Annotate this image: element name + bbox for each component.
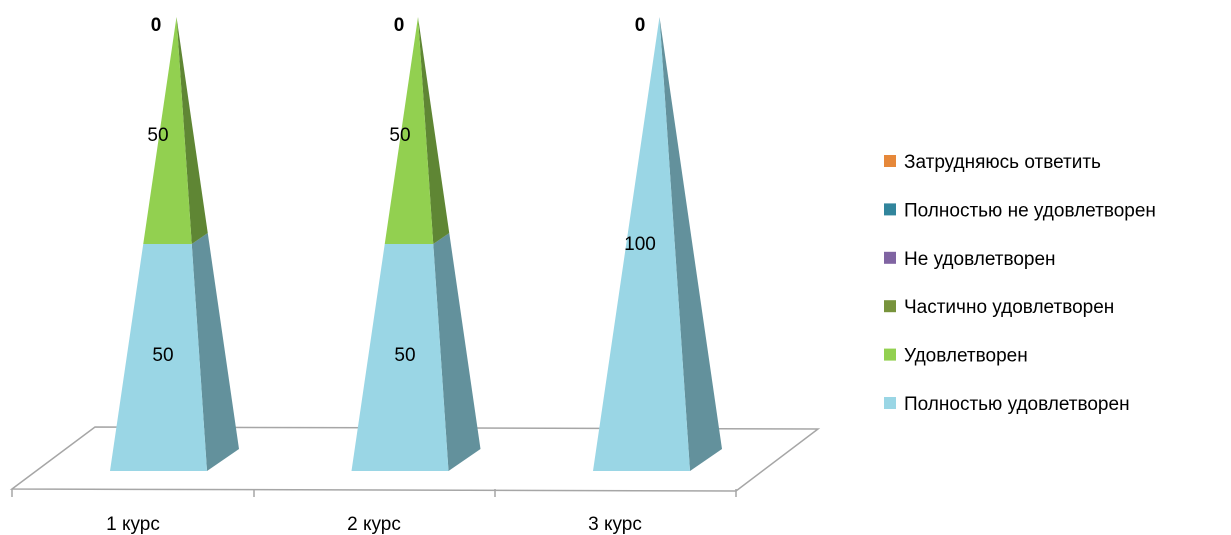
data-label: 0 <box>635 15 646 36</box>
legend-label: Частично удовлетворен <box>904 297 1114 318</box>
pyramid-2-курс <box>351 17 481 471</box>
data-label: 0 <box>151 15 162 36</box>
pyramid-1-курс <box>110 17 239 471</box>
legend-label: Полностью удовлетворен <box>904 394 1130 415</box>
legend-label: Полностью не удовлетворен <box>904 200 1156 221</box>
legend-swatch <box>884 251 896 264</box>
pyramid-segment-полностью-удовлетворен <box>351 244 449 471</box>
pyramid-segment-полностью-удовлетворен <box>110 244 207 471</box>
legend-label: Затрудняюсь ответить <box>904 152 1101 173</box>
legend-item-затрудняюсь-ответить: Затрудняюсь ответить <box>884 152 1101 173</box>
pyramid-segment-удовлетворен <box>384 17 434 244</box>
pyramid-segment-полностью-удовлетворен <box>593 17 690 471</box>
category-axis: 1 курс 2 курс 3 курс <box>11 489 737 535</box>
legend-swatch <box>884 300 896 313</box>
pyramid-segment-side <box>176 17 208 244</box>
pyramid-segment-side <box>659 17 722 471</box>
category-label: 3 курс <box>588 514 642 535</box>
pyramid-3-курс <box>593 17 722 471</box>
data-label: 50 <box>152 345 173 366</box>
legend: Затрудняюсь ответить Полностью не удовлет… <box>884 152 1156 415</box>
pyramid-segment-удовлетворен <box>143 17 192 244</box>
data-label: 0 <box>394 15 405 36</box>
data-label: 100 <box>624 234 656 255</box>
legend-item-частично-удовлетворен: Частично удовлетворен <box>884 297 1114 318</box>
pyramid-segment-side <box>191 233 239 471</box>
legend-item-полностью-не-удовлетворен: Полностью не удовлетворен <box>884 200 1156 221</box>
legend-item-не-удовлетворен: Не удовлетворен <box>884 249 1056 270</box>
category-label: 2 курс <box>347 514 401 535</box>
legend-label: Удовлетворен <box>904 346 1028 367</box>
legend-item-удовлетворен: Удовлетворен <box>884 346 1028 367</box>
legend-item-полностью-удовлетворен: Полностью удовлетворен <box>884 394 1130 415</box>
legend-swatch <box>884 203 896 216</box>
legend-label: Не удовлетворен <box>904 249 1056 270</box>
pyramid-segment-side <box>418 17 450 244</box>
category-label: 1 курс <box>106 514 160 535</box>
data-label: 50 <box>389 125 410 146</box>
legend-swatch <box>884 155 896 167</box>
data-label: 50 <box>394 345 415 366</box>
data-labels: 50 50 100 50 50 0 0 0 <box>147 15 655 366</box>
legend-swatch <box>884 348 896 361</box>
data-label: 50 <box>147 125 168 146</box>
plot-area <box>110 17 722 471</box>
pyramid-segment-side <box>433 233 481 471</box>
legend-swatch <box>884 397 896 409</box>
